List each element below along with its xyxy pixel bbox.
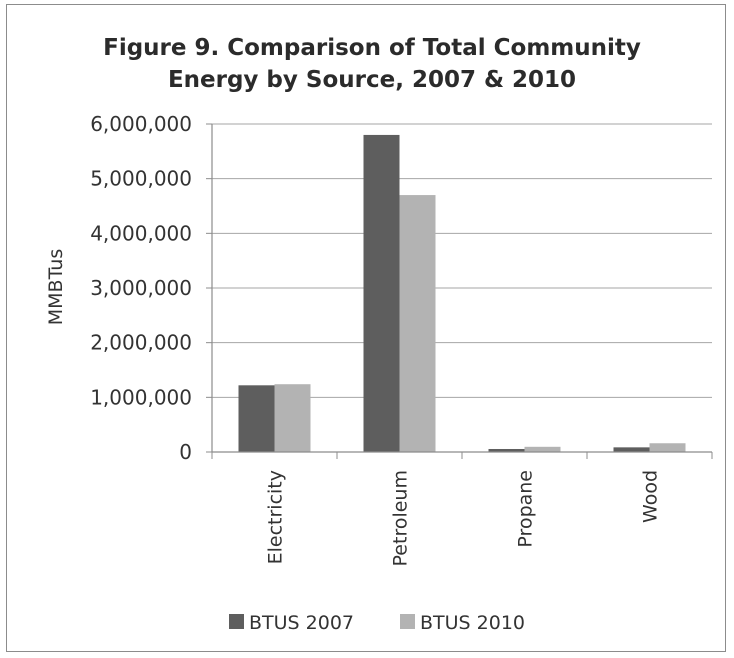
legend-label: BTUS 2010 — [420, 612, 525, 634]
chart-title-line-1: Figure 9. Comparison of Total Community — [103, 35, 641, 61]
bar-wood-2010 — [649, 443, 686, 452]
bars — [238, 134, 686, 453]
x-category-label: Propane — [515, 470, 537, 548]
bar-propane-2007 — [488, 448, 525, 452]
legend: BTUS 2007 BTUS 2010 — [229, 612, 525, 634]
y-tick-label: 6,000,000 — [90, 112, 192, 136]
bar-petroleum-2010 — [399, 195, 436, 453]
y-tick-label: 2,000,000 — [90, 331, 192, 355]
bar-propane-2010 — [524, 446, 561, 452]
bar-wood-2007 — [613, 447, 650, 452]
bar-electricity-2010 — [274, 384, 311, 452]
y-tick-label: 5,000,000 — [90, 167, 192, 191]
y-tick-label: 4,000,000 — [90, 221, 192, 245]
gridlines — [212, 123, 712, 398]
x-axis-categories: Electricity Petroleum Propane Wood — [265, 470, 662, 566]
x-category-label: Electricity — [265, 470, 287, 564]
legend-swatch — [400, 614, 415, 629]
legend-label: BTUS 2007 — [249, 612, 354, 634]
x-axis-tick-marks — [211, 452, 713, 459]
legend-swatch — [229, 614, 244, 629]
y-tick-label: 0 — [179, 440, 192, 464]
y-axis-title: MMBTus — [45, 249, 67, 325]
bar-electricity-2007 — [238, 385, 275, 452]
y-axis-ticks: 0 1,000,000 2,000,000 3,000,000 4,000,000 5,0… — [90, 112, 212, 464]
chart-title-line-2: Energy by Source, 2007 & 2010 — [168, 67, 576, 93]
bar-petroleum-2007 — [363, 134, 400, 452]
y-tick-label: 3,000,000 — [90, 276, 192, 300]
x-category-label: Wood — [640, 470, 662, 523]
y-tick-label: 1,000,000 — [90, 385, 192, 409]
x-category-label: Petroleum — [390, 470, 412, 566]
